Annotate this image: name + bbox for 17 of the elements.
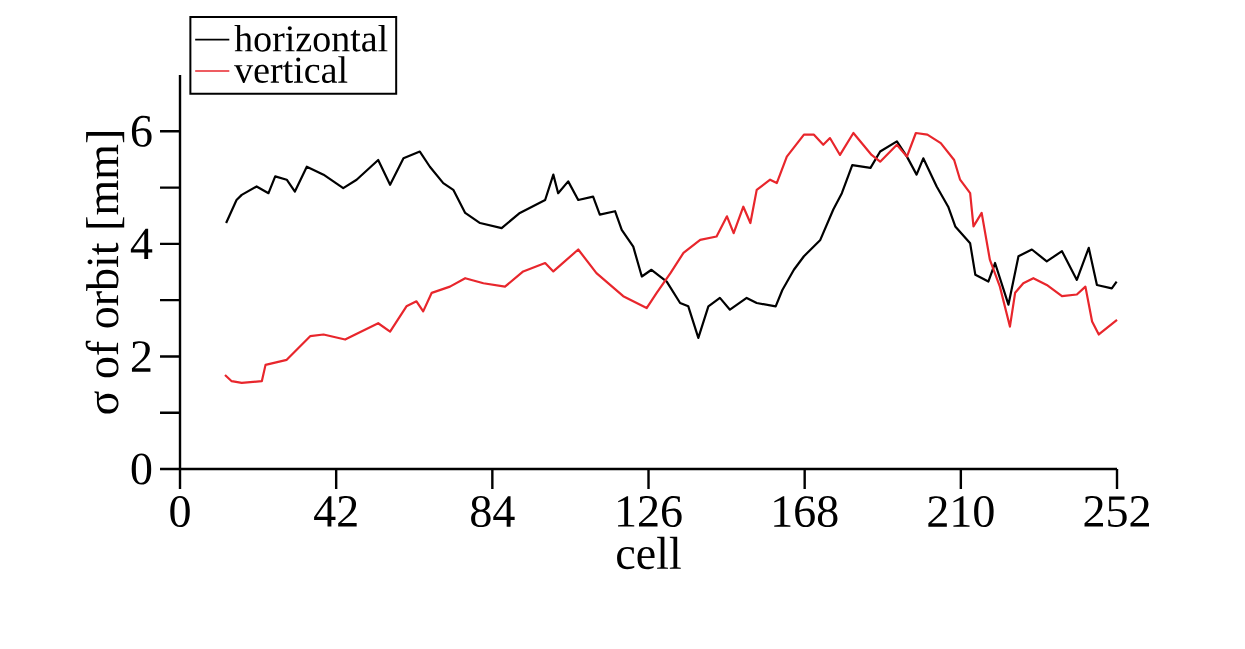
x-tick-label: 0 <box>170 496 190 528</box>
legend-label: horizontal <box>234 24 388 52</box>
x-tick-label: 252 <box>1084 496 1149 527</box>
line-series <box>225 140 1118 339</box>
x-axis-title: cell <box>617 536 681 570</box>
x-tick-label: 168 <box>774 496 838 528</box>
x-tick-label: 42 <box>314 496 357 527</box>
x-tick-label: 210 <box>928 496 994 528</box>
y-tick-label: 2 <box>131 341 151 372</box>
y-axis-title: σ of orbit [mm] <box>85 132 125 414</box>
y-tick-label: 0 <box>131 453 152 485</box>
line-series <box>223 131 1119 384</box>
x-tick-label: 84 <box>471 496 515 528</box>
x-tick-label: 126 <box>618 496 682 527</box>
y-tick-label: 4 <box>130 228 153 259</box>
legend-label: vertical <box>234 56 348 84</box>
y-tick-label: 6 <box>131 115 152 147</box>
